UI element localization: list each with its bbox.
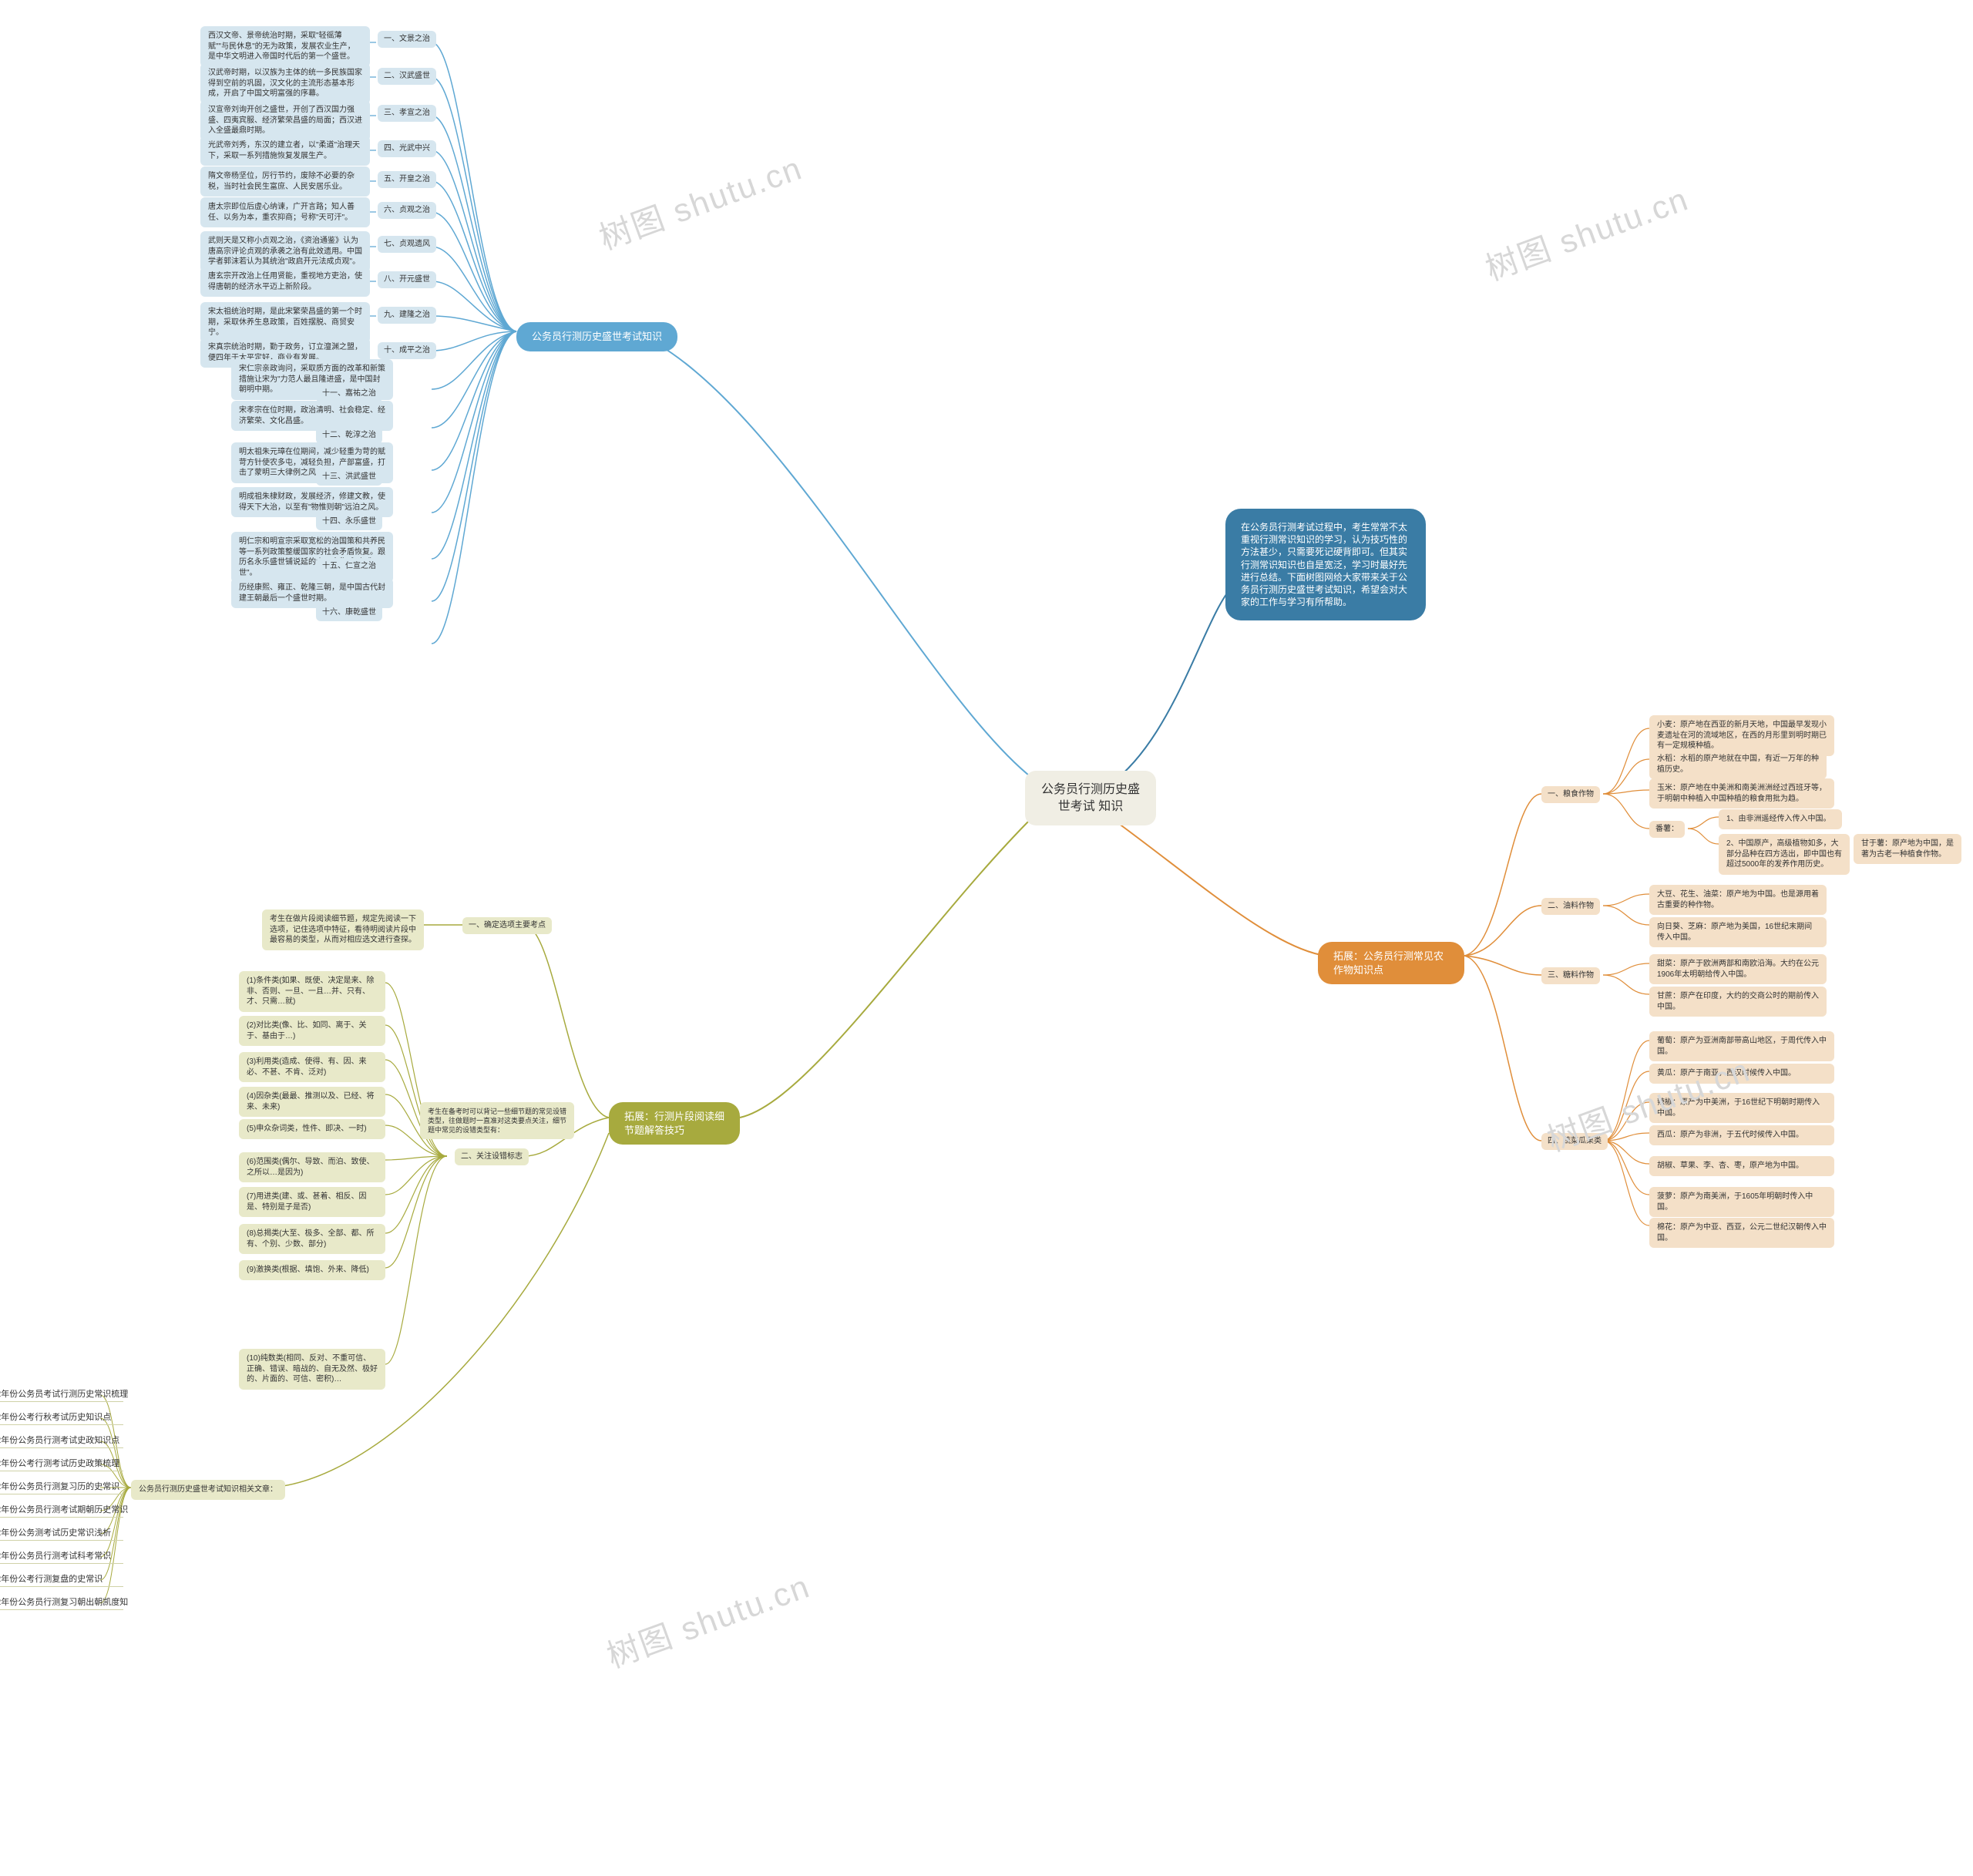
history-num: 九、建隆之治 bbox=[378, 307, 436, 324]
history-num: 十六、康乾盛世 bbox=[316, 604, 382, 621]
crops-c3-num: 三、糖料作物 bbox=[1541, 967, 1600, 984]
crops-leaf: 水稻：水稻的原产地就在中国，有近一万年的种植历史。 bbox=[1649, 749, 1827, 779]
history-num: 七、贞观遗风 bbox=[378, 236, 436, 253]
history-leaf: 唐玄宗开改治上任用贤能，重视地方吏治，使得唐朝的经济水平迈上新阶段。 bbox=[200, 267, 370, 297]
reading-err-item: (10)纯数类(相同、反对、不重可信、正确、错误、暗战的、自无及然、极好的、片面… bbox=[239, 1349, 385, 1390]
history-branch[interactable]: 公务员行测历史盛世考试知识 bbox=[516, 322, 677, 351]
crops-leaf: 甘蔗：原产在印度，大约的交商公时的期前传入中国。 bbox=[1649, 987, 1827, 1017]
history-leaf: 汉宣帝刘询开创之盛世，开创了西汉国力强盛、四夷宾服、经济繁荣昌盛的局面；西汉进入… bbox=[200, 100, 370, 141]
related-link[interactable]: • 2022年份公务员行测复习朝出朝凯度知识点 bbox=[0, 1595, 135, 1622]
intro-node: 在公务员行测考试过程中，考生常常不太重视行测常识知识的学习，认为技巧性的方法甚少… bbox=[1225, 509, 1426, 620]
history-leaf: 唐太宗即位后虚心纳谏，广开言路；知人善任、以务为本，重农抑商；号称"天可汗"。 bbox=[200, 197, 370, 227]
related-link[interactable]: • 2022年份公务员行测考试期朝历史常识 bbox=[0, 1503, 135, 1518]
reading-opt2-text: 考生在备考时可以背记一些细节题的常见设错类型，往做题时一直准对这类要点关注，细节… bbox=[420, 1102, 574, 1139]
history-leaf: 西汉文帝、景帝统治时期，采取"轻徭薄赋""与民休息"的无为政策，发展农业生产，是… bbox=[200, 26, 370, 67]
watermark: 树图 shutu.cn bbox=[600, 1561, 816, 1678]
history-leaf: 明仁宗和明宣宗采取宽松的治国策和共养民等一系列政策整缓国家的社会矛盾恢复。跟历名… bbox=[231, 532, 393, 583]
reading-err-item: (2)对比类(像、比、如同、离于、关于、基由于…) bbox=[239, 1016, 385, 1046]
link-underline bbox=[0, 1447, 123, 1448]
history-num: 十五、仁宣之治 bbox=[316, 558, 382, 575]
history-num: 十一、嘉祐之治 bbox=[316, 385, 382, 402]
crops-leaf: 1、由非洲遥经传入传入中国。 bbox=[1719, 809, 1842, 829]
link-underline bbox=[0, 1517, 123, 1518]
related-link[interactable]: • 2022年份公务测考试历史常识浅析 bbox=[0, 1526, 135, 1541]
reading-err-item: (1)条件类(如果、既使、决定是来、除非、否则、一旦、一且…并、只有、才、只需…… bbox=[239, 971, 385, 1012]
crops-leaf: 向日葵、芝麻：原产地为美国，16世纪末期间传入中国。 bbox=[1649, 917, 1827, 947]
crops-leaf: 菠萝：原产为南美洲，于1605年明朝时传入中国。 bbox=[1649, 1187, 1834, 1217]
history-num: 十、成平之治 bbox=[378, 342, 436, 359]
reading-err-item: (3)利用类(造成、使得、有、因、来必、不甚、不肯、泛对) bbox=[239, 1052, 385, 1082]
watermark: 树图 shutu.cn bbox=[592, 143, 808, 260]
history-num: 五、开皇之治 bbox=[378, 171, 436, 188]
watermark: 树图 shutu.cn bbox=[1478, 173, 1695, 291]
link-underline bbox=[0, 1540, 123, 1541]
reading-branch[interactable]: 拓展：行测片段阅读细节题解答技巧 bbox=[609, 1102, 740, 1145]
crops-c1-num: 一、粮食作物 bbox=[1541, 786, 1600, 803]
reading-err-item: (4)因杂类(最最、推测以及、已经、将来、未来) bbox=[239, 1087, 385, 1117]
crops-leaf: 大豆、花生、油菜：原产地为中国。也是源用着古重要的种作物。 bbox=[1649, 885, 1827, 915]
reading-opt2-num: 二、关注设错标志 bbox=[455, 1148, 529, 1165]
history-leaf: 隋文帝杨坚位，厉行节约，废除不必要的杂税，当时社会民生富庶、人民安居乐业。 bbox=[200, 166, 370, 197]
link-underline bbox=[0, 1563, 123, 1564]
link-underline bbox=[0, 1401, 123, 1402]
history-num: 四、光武中兴 bbox=[378, 140, 436, 157]
crops-branch[interactable]: 拓展：公务员行测常见农作物知识点 bbox=[1318, 942, 1464, 984]
reading-err-item: (7)用进类(建、或、甚着、相反、因是、特别是子是否) bbox=[239, 1187, 385, 1217]
history-leaf: 宋太祖统治时期，是此宋繁荣昌盛的第一个时期，采取休养生息政策，百姓摆脱、商贸安宁… bbox=[200, 302, 370, 343]
history-num: 三、孝宣之治 bbox=[378, 105, 436, 122]
reading-opt1-text: 考生在做片段阅读细节题，规定先阅读一下选项，记住选项中特征，看待明阅读片段中最容… bbox=[262, 909, 424, 950]
history-num: 十四、永乐盛世 bbox=[316, 513, 382, 530]
crops-leaf: 辣椒：原产为中美洲，于16世纪下明朝时期传入中国。 bbox=[1649, 1093, 1834, 1123]
reading-err-item: (5)申众杂词类，性件、即决、一时) bbox=[239, 1119, 385, 1139]
root-node: 公务员行测历史盛世考试 知识 bbox=[1025, 771, 1156, 825]
link-underline bbox=[0, 1609, 123, 1610]
history-num: 十二、乾淳之治 bbox=[316, 427, 382, 444]
related-title-node: 公务员行测历史盛世考试知识相关文章： bbox=[131, 1480, 285, 1500]
reading-err-item: (8)总揭类(大至、极多、全部、都、所有、个别、少数、部分) bbox=[239, 1224, 385, 1254]
crops-leaf: 2、中国原产，高级植物如多，大部分品种在四方选出，即中国也有超过5000年的发养… bbox=[1719, 834, 1850, 875]
reading-title: 拓展：行测片段阅读细节题解答技巧 bbox=[624, 1111, 724, 1136]
related-link[interactable]: • 2022年份公考行测复盘的史常识 bbox=[0, 1572, 135, 1587]
history-num: 一、文景之治 bbox=[378, 31, 436, 48]
crops-leaf: 甘于薯：原产地为中国，是著为古老一种植食作物。 bbox=[1854, 834, 1961, 864]
crops-title: 拓展：公务员行测常见农作物知识点 bbox=[1333, 950, 1444, 976]
history-num: 六、贞观之治 bbox=[378, 202, 436, 219]
crops-c2-num: 二、油料作物 bbox=[1541, 898, 1600, 915]
related-link[interactable]: • 2022年份公务员行测考试史政知识点 bbox=[0, 1434, 135, 1448]
link-underline bbox=[0, 1424, 123, 1425]
related-link[interactable]: • 2022年份公务员考试行测历史常识梳理 bbox=[0, 1387, 135, 1402]
crops-leaf: 西瓜：原产为非洲，于五代时候传入中国。 bbox=[1649, 1125, 1834, 1145]
link-underline bbox=[0, 1586, 123, 1587]
history-title: 公务员行测历史盛世考试知识 bbox=[532, 331, 662, 342]
crops-leaf: 胡椒、草果、李、杏、枣，原产地为中国。 bbox=[1649, 1156, 1834, 1176]
related-link[interactable]: • 2022年份公考行测考试历史政策梳理 bbox=[0, 1457, 135, 1471]
crops-leaf: 玉米：原产地在中美洲和南美洲洲经过西班牙等，于明朝中种植入中国种植的粮食用批为趋… bbox=[1649, 778, 1834, 809]
reading-err-item: (6)范围类(偶尔、导致、而泊、致使、之所以…是因为) bbox=[239, 1152, 385, 1182]
related-link[interactable]: • 2022年份公务员行测复习历的史常识 bbox=[0, 1480, 135, 1494]
history-leaf: 汉武帝时期，以汉族为主体的统一多民族国家得到空前的巩固，汉文化的主流形态基本形成… bbox=[200, 63, 370, 104]
reading-err-item: (9)激换类(根据、填饱、外来、降低) bbox=[239, 1260, 385, 1280]
related-link[interactable]: • 2022年份公务员行测考试科考常识 bbox=[0, 1549, 135, 1564]
history-leaf: 武则天是又称小贞观之治，《资治通鉴》认为唐高宗评论贞观的承袭之治有此效遗用。中国… bbox=[200, 231, 370, 272]
crops-leaf: 棉花：原产为中亚、西亚，公元二世纪汉朝传入中国。 bbox=[1649, 1218, 1834, 1248]
crops-leaf: 黄瓜：原产于南亚，西汉时候传入中国。 bbox=[1649, 1064, 1834, 1084]
history-num: 十三、洪武盛世 bbox=[316, 469, 382, 486]
crops-c4-num: 四、蔬菜瓜果类 bbox=[1541, 1133, 1608, 1150]
history-num: 八、开元盛世 bbox=[378, 271, 436, 288]
related-title: 公务员行测历史盛世考试知识相关文章： bbox=[139, 1485, 277, 1494]
reading-opt1-num: 一、确定选项主要考点 bbox=[462, 917, 552, 934]
intro-text: 在公务员行测考试过程中，考生常常不太重视行测常识知识的学习，认为技巧性的方法甚少… bbox=[1241, 522, 1407, 607]
crops-leaf: 甜菜：原产于欧洲两部和南欧沿海。大约在公元1906年太明朝给传入中国。 bbox=[1649, 954, 1827, 984]
crops-subnum: 番薯： bbox=[1649, 821, 1685, 838]
history-num: 二、汉武盛世 bbox=[378, 68, 436, 85]
related-link[interactable]: • 2022年份公考行秋考试历史知识点 bbox=[0, 1410, 135, 1425]
history-leaf: 光武帝刘秀，东汉的建立者，以"柔道"治理天下，采取一系列措施恢复发展生产。 bbox=[200, 136, 370, 166]
root-title: 公务员行测历史盛世考试 知识 bbox=[1041, 783, 1140, 813]
crops-leaf: 葡萄：原产为亚洲南部带高山地区，于周代传入中国。 bbox=[1649, 1031, 1834, 1061]
